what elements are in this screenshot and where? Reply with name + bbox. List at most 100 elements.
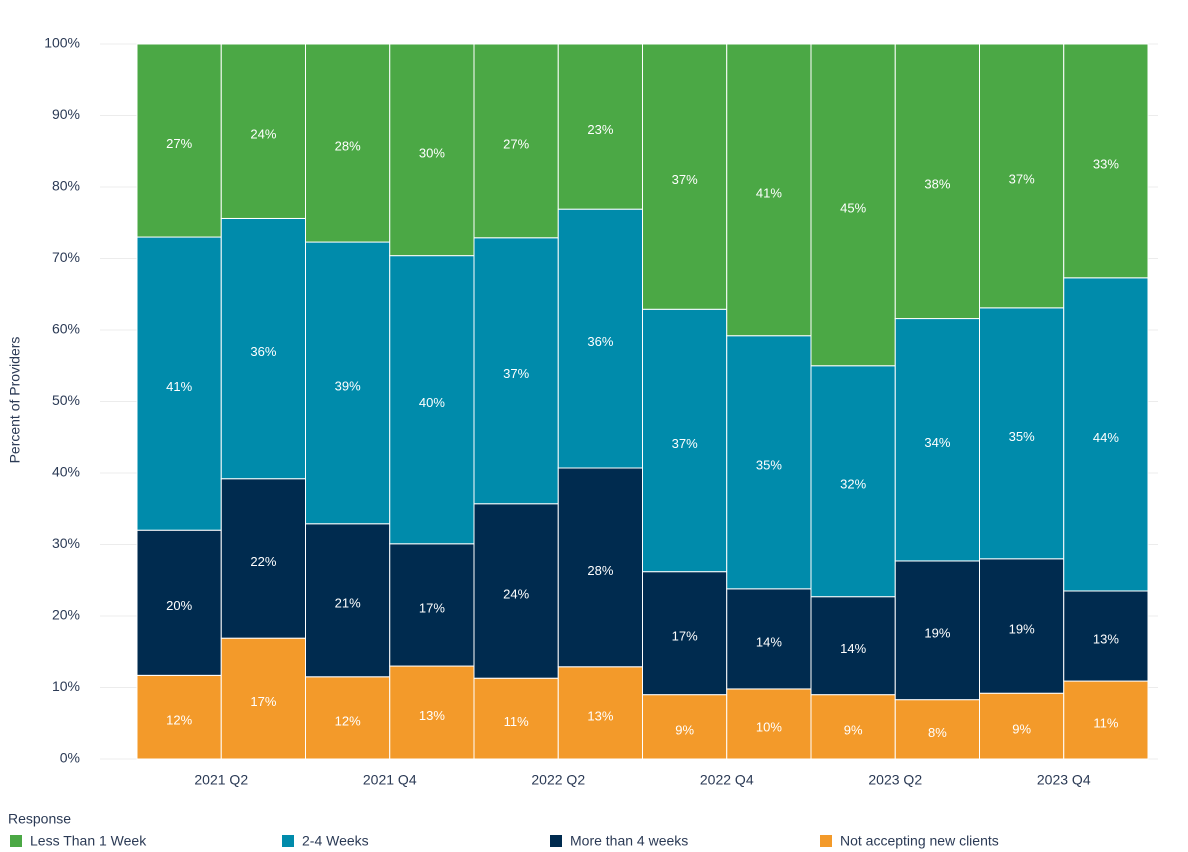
bar-segment (136, 43, 222, 238)
data-label: 13% (1093, 631, 1119, 646)
y-tick-label: 40% (52, 464, 80, 480)
y-tick-label: 80% (52, 178, 80, 194)
bar-segment (979, 692, 1065, 760)
y-tick-label: 0% (60, 750, 80, 766)
bar-segment (305, 241, 391, 525)
data-label: 35% (1009, 429, 1035, 444)
bar-segment (305, 43, 391, 243)
legend-label: Not accepting new clients (840, 833, 999, 849)
bar-segment (557, 43, 643, 210)
data-label: 41% (756, 185, 782, 200)
y-axis-label: Percent of Providers (7, 337, 23, 464)
data-label: 23% (587, 122, 613, 137)
legend-swatch (282, 835, 294, 847)
bar-segment (473, 237, 559, 505)
bar-segment (389, 255, 475, 545)
bar-segment (894, 43, 980, 320)
data-label: 41% (166, 379, 192, 394)
bar-segment (810, 43, 896, 367)
data-label: 40% (419, 395, 445, 410)
bar-segment (136, 529, 222, 676)
data-label: 35% (756, 458, 782, 473)
data-label: 14% (756, 634, 782, 649)
bar-segment (305, 676, 391, 760)
bar-segment (894, 318, 980, 562)
data-label: 14% (840, 641, 866, 656)
bar-segment (810, 694, 896, 760)
data-label: 44% (1093, 430, 1119, 445)
data-label: 9% (1012, 722, 1031, 737)
data-label: 22% (250, 554, 276, 569)
data-label: 19% (924, 626, 950, 641)
data-label: 28% (335, 138, 361, 153)
data-label: 34% (924, 435, 950, 450)
data-label: 36% (587, 334, 613, 349)
bar-segment (894, 560, 980, 701)
bar-segment (557, 208, 643, 469)
bar-segment (726, 688, 812, 760)
data-label: 37% (503, 366, 529, 381)
data-label: 9% (675, 722, 694, 737)
y-tick-label: 50% (52, 392, 80, 408)
data-label: 37% (1009, 171, 1035, 186)
bar-segment (726, 588, 812, 690)
bar-segment (557, 467, 643, 668)
bar-segment (1063, 590, 1149, 682)
bar-segment (136, 674, 222, 760)
data-label: 30% (419, 145, 445, 160)
bar-segment (1063, 43, 1149, 279)
bar-segment (473, 503, 559, 679)
legend-title: Response (8, 811, 71, 827)
data-label: 12% (166, 713, 192, 728)
bar-segment (979, 307, 1065, 560)
data-label: 17% (419, 600, 445, 615)
bar-segment (389, 43, 475, 257)
data-label: 20% (166, 598, 192, 613)
legend-swatch (10, 835, 22, 847)
data-label: 36% (250, 344, 276, 359)
legend-swatch (550, 835, 562, 847)
data-label: 37% (672, 172, 698, 187)
legend-label: More than 4 weeks (570, 833, 688, 849)
bar-segment (389, 665, 475, 760)
x-tick-label: 2023 Q4 (1037, 772, 1091, 788)
data-label: 11% (504, 714, 529, 729)
data-label: 39% (335, 378, 361, 393)
bar-segment (1063, 277, 1149, 592)
data-label: 8% (928, 725, 947, 740)
bar-segment (642, 308, 728, 573)
data-label: 9% (844, 722, 863, 737)
legend-label: 2-4 Weeks (302, 833, 369, 849)
x-tick-label: 2022 Q4 (700, 772, 754, 788)
bar-segment (642, 694, 728, 760)
data-label: 11% (1093, 715, 1118, 730)
bar-segment (726, 335, 812, 590)
y-tick-label: 70% (52, 249, 80, 265)
bar-segment (979, 558, 1065, 694)
bar-segment (220, 637, 306, 760)
bar-segment (557, 666, 643, 760)
data-label: 19% (1009, 621, 1035, 636)
data-label: 45% (840, 200, 866, 215)
bar-segment (305, 523, 391, 678)
y-tick-label: 20% (52, 607, 80, 623)
data-label: 13% (587, 708, 613, 723)
y-tick-label: 60% (52, 321, 80, 337)
y-tick-label: 90% (52, 106, 80, 122)
data-label: 21% (335, 596, 361, 611)
data-label: 37% (672, 436, 698, 451)
data-label: 32% (840, 477, 866, 492)
data-label: 27% (166, 136, 192, 151)
bar-segment (979, 43, 1065, 309)
data-label: 12% (335, 713, 361, 728)
bar-segment (810, 365, 896, 598)
bar-segment (1063, 680, 1149, 760)
legend-label: Less Than 1 Week (30, 833, 147, 849)
bar-segment (473, 43, 559, 239)
data-label: 17% (672, 629, 698, 644)
legend-swatch (820, 835, 832, 847)
x-tick-label: 2021 Q4 (363, 772, 417, 788)
data-label: 27% (503, 136, 529, 151)
bar-segment (136, 236, 222, 531)
data-label: 38% (924, 177, 950, 192)
